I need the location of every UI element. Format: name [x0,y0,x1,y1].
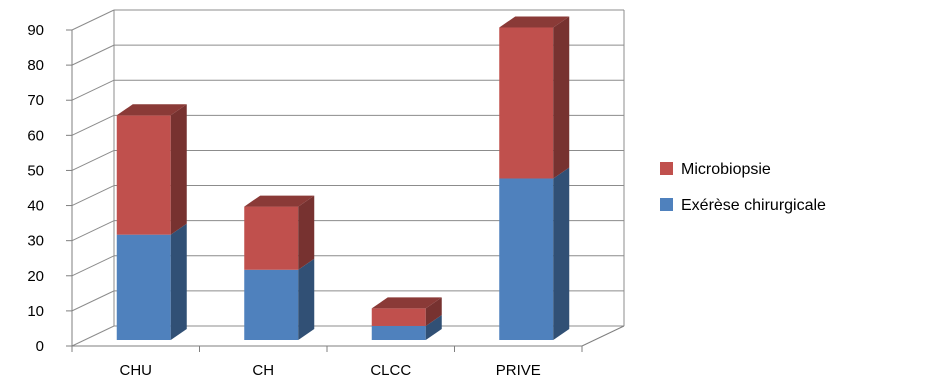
bars [116,16,570,340]
y-tick-label: 40 [27,198,44,215]
gridline-side [71,79,115,101]
bar-ex-r-se-chirurgicale-ch [244,269,299,340]
x-category-label: CH [252,362,274,379]
gridline-side [71,255,115,277]
floor-right-edge [581,325,625,347]
bar-side [425,314,442,340]
gridline-side [71,149,115,171]
legend: Microbiopsie Exérèse chirurgicale [660,161,826,214]
y-tick-label: 90 [27,22,44,39]
bar-ex-r-se-chirurgicale-clcc [371,325,426,340]
y-tick-label: 50 [27,162,44,179]
y-tick-label: 20 [27,268,44,285]
y-tick-label: 30 [27,233,44,250]
gridline-side [71,114,115,136]
bar-side [425,297,442,326]
bar-ex-r-se-chirurgicale-prive [499,178,554,340]
gridline-side [71,220,115,242]
gridline-side [71,44,115,66]
x-category-label: CHU [120,362,153,379]
y-tick-label: 80 [27,57,44,74]
bar-side [553,16,570,179]
bar-side [298,258,315,340]
x-category-label: PRIVE [496,362,541,379]
bar-top [244,195,315,207]
gridline-side [71,325,115,347]
bar-top [371,297,442,309]
bar-side [553,167,570,340]
bar-top [499,16,570,28]
y-tick-label: 70 [27,92,44,109]
chart-walls [113,10,625,326]
x-category-labels: CHU CH CLCC PRIVE [120,362,541,379]
gridline-side [71,185,115,207]
bar-side [298,195,315,270]
legend-label: Exérèse chirurgicale [681,197,826,214]
bar-microbiopsie-ch [244,206,299,270]
bar-microbiopsie-chu [116,115,171,235]
y-tick-label: 60 [27,127,44,144]
legend-label: Microbiopsie [681,161,771,178]
y-tick-labels: 0 10 20 30 40 50 60 70 80 90 [27,22,44,355]
y-tick-label: 0 [36,338,44,355]
bar-top [116,104,187,116]
bar-side [170,223,187,340]
gridline-side [71,9,115,31]
legend-swatch [660,198,673,211]
axes [66,29,625,352]
bar-microbiopsie-clcc [371,308,426,326]
bar-ex-r-se-chirurgicale-chu [116,234,171,340]
y-tick-label: 10 [27,303,44,320]
bar-side [170,104,187,235]
gridline-side [71,290,115,312]
x-category-label: CLCC [370,362,411,379]
legend-swatch [660,162,673,175]
bar-microbiopsie-prive [499,27,554,179]
